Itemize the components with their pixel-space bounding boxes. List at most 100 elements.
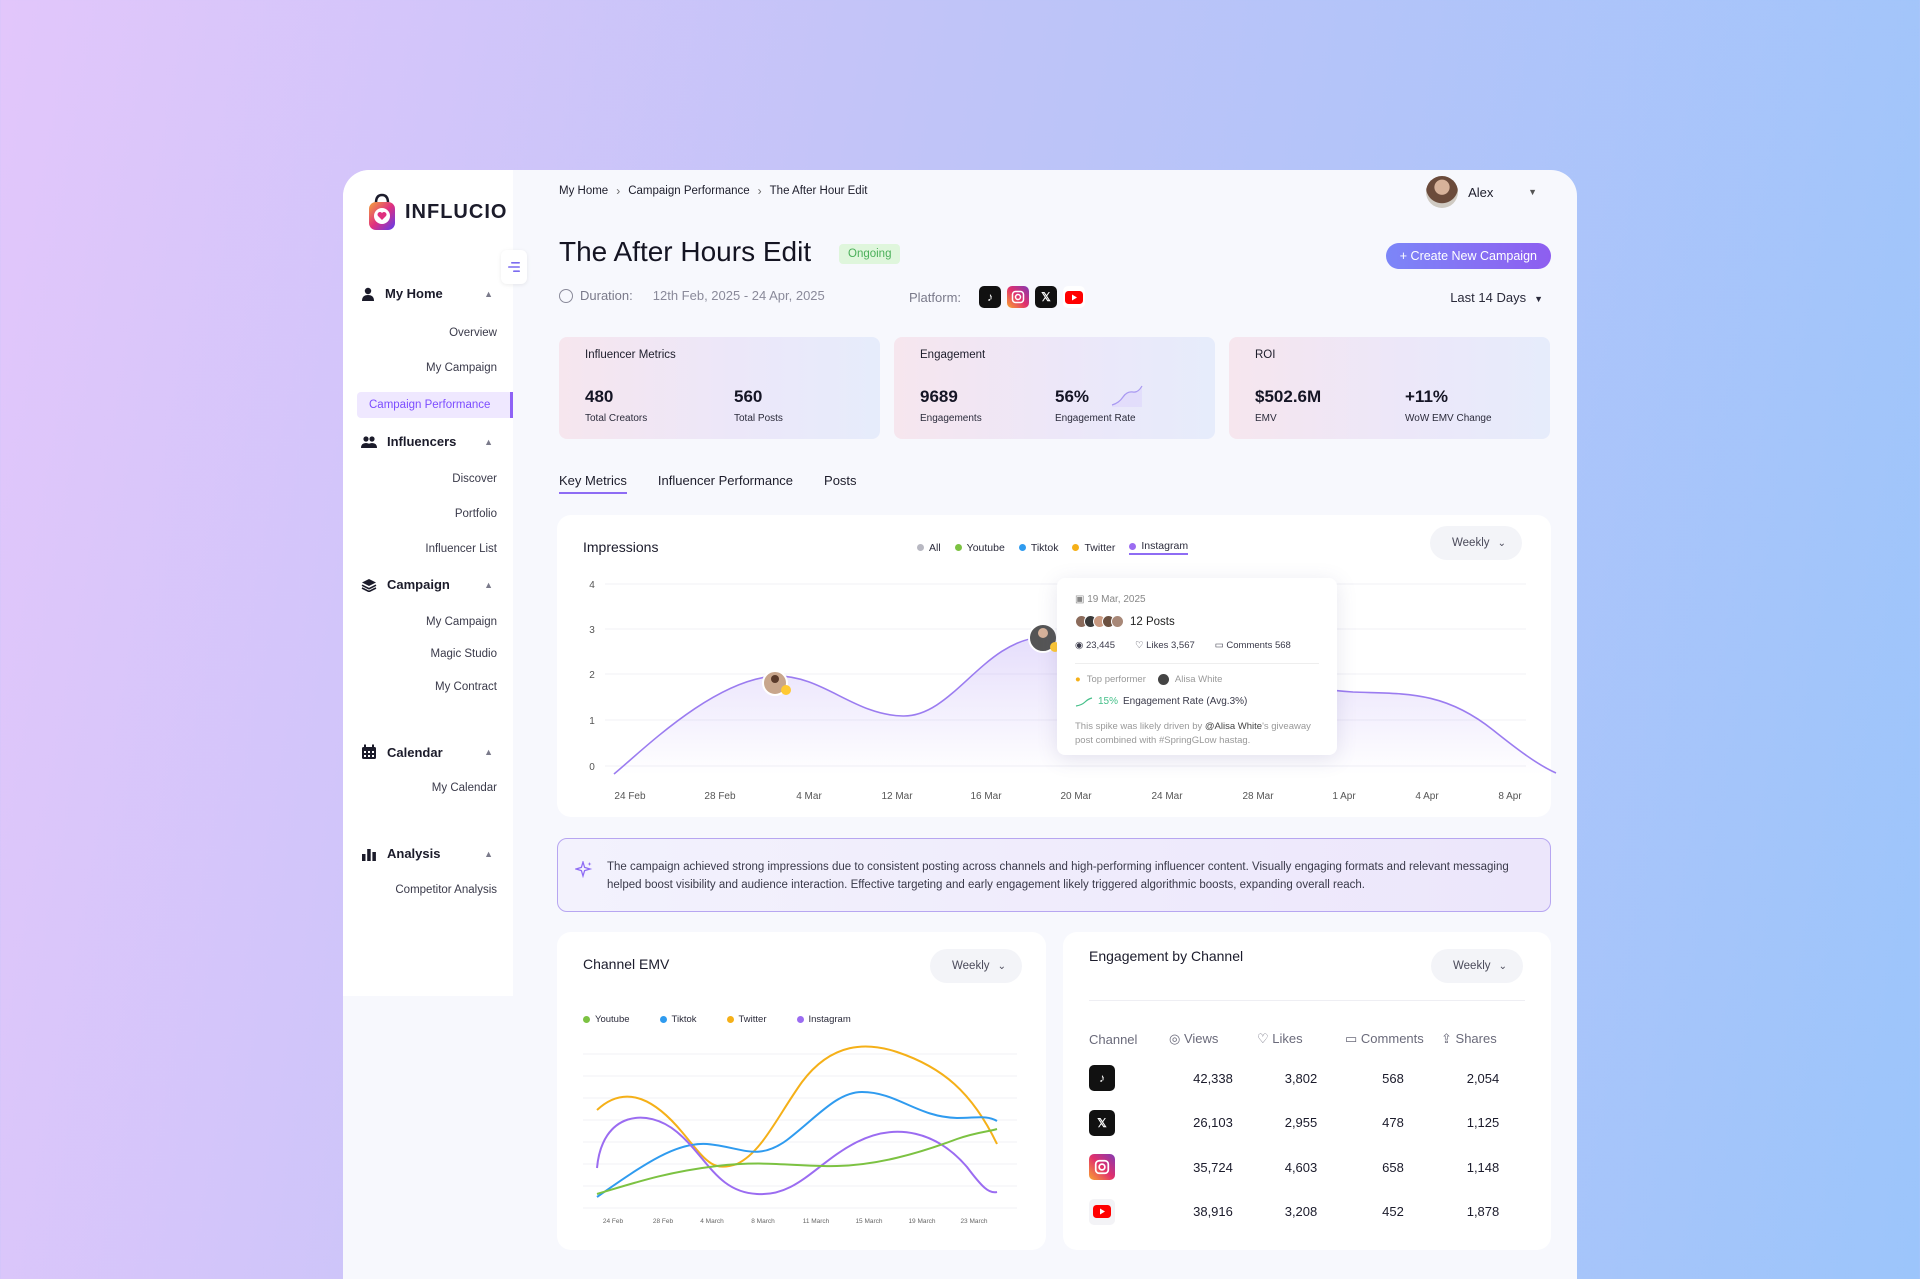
period-select[interactable]: Weekly ⌄ <box>930 949 1022 983</box>
legend-dot <box>796 1016 804 1023</box>
column-header-label: Likes <box>1272 1031 1303 1046</box>
cell-likes: 4,603 <box>1284 1159 1318 1175</box>
tooltip-label: Top performer <box>1086 674 1146 685</box>
user-menu[interactable]: Alex ▼ <box>1426 176 1537 208</box>
youtube-icon <box>1089 1198 1115 1225</box>
chevron-right-icon: › <box>616 184 621 198</box>
legend-label: All <box>929 541 941 554</box>
cell-shares: 1,148 <box>1466 1159 1500 1175</box>
brand-name: INFLUCIO <box>405 200 508 223</box>
period-select[interactable]: Weekly ⌄ <box>1431 949 1523 983</box>
kpi-value: 480 <box>585 387 614 406</box>
nav-item-discover[interactable]: Discover <box>452 473 497 485</box>
chevron-down-icon: ⌄ <box>997 960 1006 972</box>
panel-title: Channel EMV <box>583 956 670 972</box>
legend-tiktok[interactable]: Tiktok <box>659 1014 697 1025</box>
nav-item-my-campaign-2[interactable]: My Campaign <box>426 616 497 628</box>
clock-icon <box>559 288 573 303</box>
caret-up-icon[interactable]: ▲ <box>484 579 493 590</box>
column-header: ◎ Views <box>1169 1031 1257 1047</box>
date-range-select[interactable]: Last 14 Days ▼ <box>1450 290 1543 305</box>
legend-dot <box>1072 544 1080 551</box>
x-tick-label: 28 Feb <box>653 1218 674 1225</box>
medal-icon: ● <box>1075 674 1081 685</box>
sidebar-collapse-button[interactable] <box>501 250 527 284</box>
tab-influencer-performance[interactable]: Influencer Performance <box>657 473 794 488</box>
create-campaign-button[interactable]: + Create New Campaign <box>1385 243 1551 269</box>
legend-instagram[interactable]: Instagram <box>796 1014 851 1025</box>
legend-dot <box>726 1016 734 1023</box>
series-line-tiktok <box>596 1090 998 1198</box>
legend-label: Twitter <box>1084 541 1116 554</box>
panel-title: Engagement by Channel <box>1089 948 1244 964</box>
chart-legend: All Youtube Tiktok Twitter Instagram <box>917 540 1189 555</box>
avatar-stack <box>1075 615 1124 628</box>
nav-item-my-calendar[interactable]: My Calendar <box>431 782 497 794</box>
tooltip-posts: 12 Posts <box>1130 615 1175 628</box>
breadcrumb-item[interactable]: My Home <box>559 185 609 197</box>
caret-up-icon[interactable]: ▲ <box>484 288 493 299</box>
kpi-value: 9689 <box>920 387 958 406</box>
nav-item-campaign-performance[interactable]: Campaign Performance <box>357 392 513 418</box>
nav-item-competitor-analysis[interactable]: Competitor Analysis <box>395 884 497 896</box>
period-value: Weekly <box>952 960 990 972</box>
breadcrumb-item[interactable]: Campaign Performance <box>628 185 750 197</box>
caret-up-icon[interactable]: ▲ <box>484 436 493 447</box>
legend-youtube[interactable]: Youtube <box>954 542 1005 554</box>
column-header: Channel <box>1089 1031 1138 1047</box>
legend-twitter[interactable]: Twitter <box>1072 542 1115 554</box>
layers-icon <box>361 578 377 592</box>
nav-item-magic-studio[interactable]: Magic Studio <box>430 648 497 660</box>
duration: Duration: 12th Feb, 2025 - 24 Apr, 2025 <box>559 288 825 303</box>
nav-item-my-contract[interactable]: My Contract <box>435 681 497 693</box>
logo[interactable]: INFLUCIO <box>367 192 507 232</box>
insight-text: The campaign achieved strong impressions… <box>607 861 1509 891</box>
channel-emv-chart: 24 Feb 28 Feb 4 March 8 March 11 March 1… <box>583 1045 1017 1225</box>
period-value: Weekly <box>1453 960 1491 972</box>
avatar <box>1426 176 1459 208</box>
note-handle: @Alisa White <box>1204 721 1263 732</box>
nav-group-my-home[interactable]: My Home ▲ <box>361 286 493 301</box>
legend-twitter[interactable]: Twitter <box>726 1014 767 1025</box>
duration-label: Duration: <box>580 288 633 303</box>
nav-group-influencers[interactable]: Influencers ▲ <box>361 434 493 449</box>
x-tick-label: 23 March <box>960 1218 987 1225</box>
bar-chart-icon <box>362 848 376 861</box>
nav-group-analysis[interactable]: Analysis ▲ <box>361 846 493 861</box>
divider <box>1075 663 1319 664</box>
tab-key-metrics[interactable]: Key Metrics <box>559 473 627 494</box>
caret-up-icon[interactable]: ▲ <box>484 747 493 757</box>
table-row: 35,724 4,603 658 1,148 <box>1089 1145 1525 1190</box>
table-row: 𝕏 26,103 2,955 478 1,125 <box>1089 1101 1525 1146</box>
cell-likes: 3,208 <box>1284 1204 1318 1220</box>
share-icon: ⇪ <box>1441 1031 1452 1046</box>
panel-title: Impressions <box>583 539 659 555</box>
period-select[interactable]: Weekly ⌄ <box>1430 526 1522 560</box>
legend-youtube[interactable]: Youtube <box>583 1014 630 1025</box>
nav-group-label: Influencers <box>387 434 457 449</box>
legend-all[interactable]: All <box>917 542 941 554</box>
kpi-card-engagement: Engagement 9689 Engagements 56% Engageme… <box>894 337 1215 439</box>
nav-item-portfolio[interactable]: Portfolio <box>454 508 497 520</box>
nav-group-calendar[interactable]: Calendar ▲ <box>361 744 493 760</box>
nav-item-my-campaign[interactable]: My Campaign <box>426 362 497 374</box>
nav-group-campaign[interactable]: Campaign ▲ <box>361 577 493 592</box>
tab-bar: Key Metrics Influencer Performance Posts <box>559 473 857 494</box>
legend-instagram[interactable]: Instagram <box>1129 540 1189 555</box>
legend-tiktok[interactable]: Tiktok <box>1018 542 1058 554</box>
kpi-value: 56% <box>1055 387 1090 406</box>
tab-posts[interactable]: Posts <box>824 473 857 488</box>
legend-dot <box>1129 542 1137 550</box>
users-icon <box>361 435 377 448</box>
column-header: ▭ Comments <box>1345 1031 1441 1047</box>
user-icon <box>362 287 374 301</box>
calendar-icon <box>362 744 376 759</box>
caret-up-icon[interactable]: ▲ <box>484 848 493 859</box>
tiktok-icon: ♪ <box>979 286 1002 308</box>
kpi-value: +11% <box>1405 387 1449 406</box>
x-tick-labels: 24 Feb 28 Feb 4 March 8 March 11 March 1… <box>603 1218 988 1225</box>
tooltip-performer-name: Alisa White <box>1174 674 1223 685</box>
nav-item-overview[interactable]: Overview <box>449 327 497 339</box>
cell-views: 42,338 <box>1193 1070 1233 1086</box>
nav-item-influencer-list[interactable]: Influencer List <box>425 543 497 555</box>
